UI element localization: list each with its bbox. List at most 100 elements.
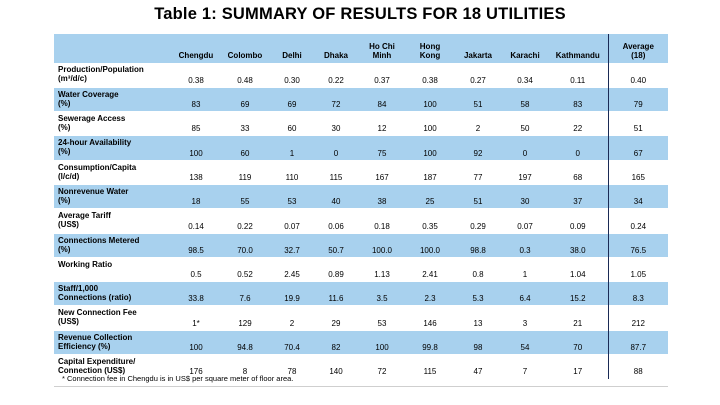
table-cell: 92 <box>454 135 502 161</box>
table-row: Nonrevenue Water (%) 18 55 53 40 38 25 51 30 37 34 <box>54 184 668 209</box>
table-cell: 0.48 <box>237 75 253 85</box>
table-cell: 8.3 <box>607 281 668 306</box>
table-cell: 60 <box>220 135 270 161</box>
table-row: Capital Expenditure/Connection (US$) 176 8… <box>54 354 668 379</box>
header-row: Chengdu Colombo Delhi Dhaka Ho Chi Minh Hong Ko… <box>54 34 668 63</box>
table-cell: 165 <box>607 160 668 185</box>
table-cell: 33.8 <box>172 281 220 306</box>
table-cell: 2.41 <box>422 270 438 280</box>
row-label: 24-hour Availability (%) <box>54 135 172 161</box>
table-cell: 98.8 <box>454 233 502 258</box>
table-cell: 0.40 <box>607 63 668 88</box>
table-cell: 100.0 <box>358 233 406 258</box>
table-cell: 68 <box>573 172 583 182</box>
row-label: Connections Metered (%) <box>54 233 172 258</box>
table-cell: 187 <box>423 172 437 182</box>
table-cell: 1.04 <box>569 270 586 280</box>
table-cell: 13 <box>473 318 483 328</box>
table-cell: 0.22 <box>237 221 253 231</box>
table-cell: 21 <box>573 318 583 328</box>
table-cell: 2 <box>289 318 295 328</box>
table-cell: 76.5 <box>607 233 668 258</box>
column-header: Karachi <box>502 34 548 63</box>
table-row: Average Tariff (US$) 0.14 0.22 0.07 0.06 0.18 0… <box>54 208 668 234</box>
table-cell: 197 <box>518 172 532 182</box>
table-row: Production/Population (m³/d/c) 0.38 0.48 0.3… <box>54 63 668 88</box>
row-label: New Connection Fee (US$) <box>58 308 137 327</box>
table-cell: 0.22 <box>328 75 344 85</box>
table-cell: 5.3 <box>454 281 502 306</box>
row-label: Staff/1,000 Connections (ratio) <box>54 281 172 306</box>
table-cell: 100 <box>423 124 437 134</box>
results-table: Chengdu Colombo Delhi Dhaka Ho Chi Minh Hong Ko… <box>54 34 668 379</box>
table-cell: 138 <box>189 172 203 182</box>
table-cell: 0 <box>548 135 608 161</box>
bottom-rule <box>54 386 668 387</box>
table-cell: 100 <box>406 135 454 161</box>
table-cell: 167 <box>375 172 389 182</box>
table-cell: 3.5 <box>358 281 406 306</box>
table-cell: 77 <box>473 172 483 182</box>
table-cell: 1 <box>270 135 314 161</box>
row-label: Working Ratio <box>58 259 113 269</box>
table-cell: 70 <box>548 330 608 355</box>
table-cell: 94.8 <box>220 330 270 355</box>
table-cell: 18 <box>172 184 220 209</box>
table-cell: 0.34 <box>517 75 533 85</box>
table-cell: 0.07 <box>517 221 533 231</box>
table-cell: 72 <box>314 87 358 112</box>
table-cell: 7 <box>522 367 528 377</box>
table-cell: 1 <box>522 270 528 280</box>
row-label: Capital Expenditure/Connection (US$) <box>58 357 136 376</box>
table-cell: 176 <box>189 367 203 377</box>
table-cell: 100 <box>358 330 406 355</box>
row-label: Water Coverage (%) <box>54 87 172 112</box>
table-cell: 115 <box>423 367 437 377</box>
row-label: Revenue Collection Efficiency (%) <box>54 330 172 355</box>
header-blank <box>54 34 172 63</box>
table-cell: 17 <box>573 367 583 377</box>
table-cell: 37 <box>548 184 608 209</box>
table-cell: 55 <box>220 184 270 209</box>
table-cell: 15.2 <box>548 281 608 306</box>
table-cell: 140 <box>329 367 343 377</box>
table-cell: 53 <box>270 184 314 209</box>
table-cell: 2 <box>475 124 481 134</box>
table-cell: 30 <box>331 124 341 134</box>
table-cell: 22 <box>573 124 583 134</box>
table-cell: 1* <box>192 318 200 328</box>
column-header: Ho Chi Minh <box>358 34 406 63</box>
table-cell: 32.7 <box>270 233 314 258</box>
table-cell: 50.7 <box>314 233 358 258</box>
table-cell: 0.30 <box>284 75 300 85</box>
table-cell: 100 <box>172 135 220 161</box>
table-cell: 129 <box>238 318 252 328</box>
table-row: Sewerage Access (%) 85 33 60 30 12 100 2 50 22 51 <box>54 111 668 136</box>
table-cell: 0.52 <box>237 270 253 280</box>
table-cell: 8 <box>242 367 248 377</box>
table-cell: 67 <box>607 135 668 161</box>
table-cell: 110 <box>285 172 299 182</box>
row-label: Production/Population (m³/d/c) <box>58 65 144 83</box>
table-cell: 0.8 <box>472 270 484 280</box>
table-cell: 34 <box>607 184 668 209</box>
table-cell: 78 <box>287 367 297 377</box>
table-cell: 19.9 <box>270 281 314 306</box>
table-cell: 0.3 <box>502 233 548 258</box>
table-cell: 99.8 <box>406 330 454 355</box>
column-header: Delhi <box>270 34 314 63</box>
table-cell: 0.89 <box>328 270 344 280</box>
column-header: Colombo <box>220 34 270 63</box>
table-cell: 51 <box>607 111 668 136</box>
table-cell: 0.14 <box>188 221 204 231</box>
table-cell: 38 <box>358 184 406 209</box>
table-cell: 1.13 <box>374 270 390 280</box>
table-row: Consumption/Capita (l/c/d) 138 119 110 115 167… <box>54 160 668 185</box>
table-cell: 30 <box>502 184 548 209</box>
table-cell: 12 <box>377 124 387 134</box>
table-cell: 40 <box>314 184 358 209</box>
column-header: Kathmandu <box>548 34 608 63</box>
table-cell: 0.18 <box>374 221 390 231</box>
table-row: New Connection Fee (US$) 1* 129 2 29 53 146 13 3 2… <box>54 305 668 331</box>
table-cell: 0.38 <box>422 75 438 85</box>
